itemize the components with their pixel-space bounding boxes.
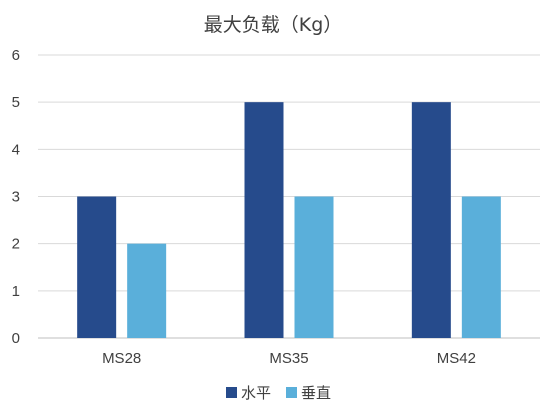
chart-title: 最大负载（Kg） — [204, 14, 343, 36]
gridlines — [38, 54, 540, 339]
y-tick-label: 3 — [12, 189, 20, 206]
bars — [77, 102, 501, 339]
legend-label: 垂直 — [301, 384, 331, 402]
x-tick-label: MS42 — [437, 350, 476, 367]
y-tick-label: 2 — [12, 236, 20, 253]
y-tick-label: 5 — [12, 94, 20, 111]
bar-ms28-series-2 — [127, 243, 167, 338]
y-axis-ticks: 0 1 2 3 4 5 6 — [12, 47, 20, 347]
bar-ms35-series-2 — [294, 196, 334, 338]
bar-ms42-series-2 — [461, 196, 501, 338]
legend-label: 水平 — [241, 384, 271, 402]
bar-ms42-series-1 — [411, 102, 451, 339]
legend: 水平 垂直 — [226, 384, 331, 402]
y-tick-label: 6 — [12, 47, 20, 64]
y-tick-label: 4 — [12, 141, 20, 158]
y-tick-label: 1 — [12, 283, 20, 300]
bar-ms35-series-1 — [244, 102, 284, 339]
x-axis-ticks: MS28 MS35 MS42 — [102, 350, 476, 367]
y-tick-label: 0 — [12, 330, 20, 347]
x-tick-label: MS35 — [269, 350, 308, 367]
bar-ms28-series-1 — [77, 196, 117, 338]
legend-swatch — [226, 387, 237, 398]
legend-swatch — [286, 387, 297, 398]
x-tick-label: MS28 — [102, 350, 141, 367]
